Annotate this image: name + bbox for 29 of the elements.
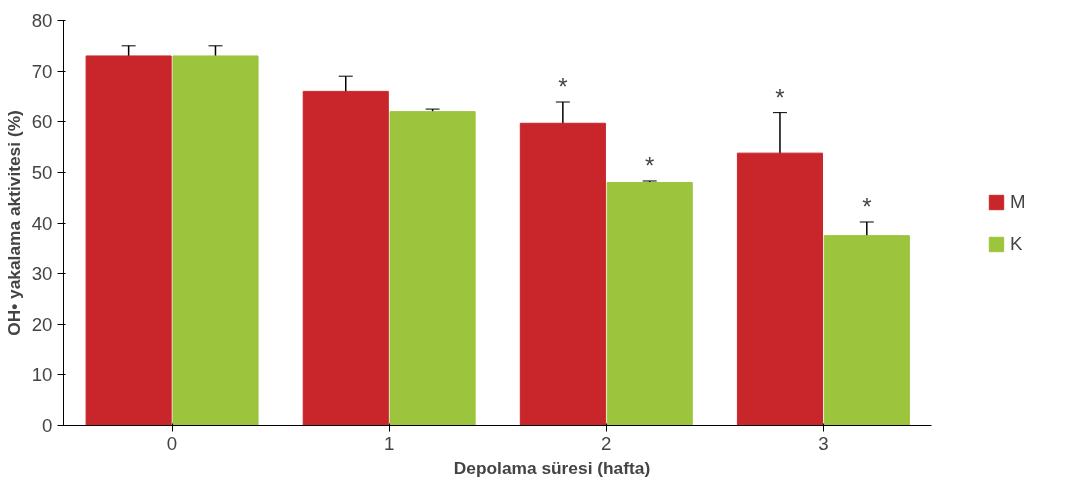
legend-label: K: [1010, 232, 1024, 255]
bar: [172, 55, 259, 426]
y-tick-label: 40: [31, 212, 53, 234]
bar: [823, 235, 910, 426]
y-tick-label: 60: [31, 111, 53, 133]
x-tick-label: 3: [818, 432, 829, 454]
y-tick-label: 50: [31, 161, 53, 183]
bar: [302, 90, 389, 426]
y-axis-title: OH• yakalama aktivitesi (%): [3, 110, 24, 336]
x-tick-label: 1: [383, 432, 395, 454]
x-tick-label: 0: [166, 432, 178, 454]
annotation: *: [862, 192, 872, 220]
bar: [389, 111, 476, 426]
annotation: *: [558, 73, 568, 101]
x-tick-label: 2: [601, 432, 612, 454]
annotation: *: [645, 151, 655, 179]
bar: [519, 122, 606, 426]
bar: [606, 182, 693, 426]
bar: [736, 152, 824, 426]
annotation: *: [775, 83, 785, 111]
y-tick-label: 20: [31, 313, 53, 335]
y-tick-label: 70: [31, 60, 53, 82]
y-tick-label: 0: [42, 415, 53, 436]
legend-label: M: [1010, 190, 1027, 213]
y-tick-label: 10: [31, 364, 53, 386]
y-tick-label: 30: [31, 263, 53, 285]
bar: [85, 55, 172, 426]
x-axis-title: Depolama süresi (hafta): [453, 457, 651, 478]
y-tick-label: 80: [31, 10, 53, 31]
